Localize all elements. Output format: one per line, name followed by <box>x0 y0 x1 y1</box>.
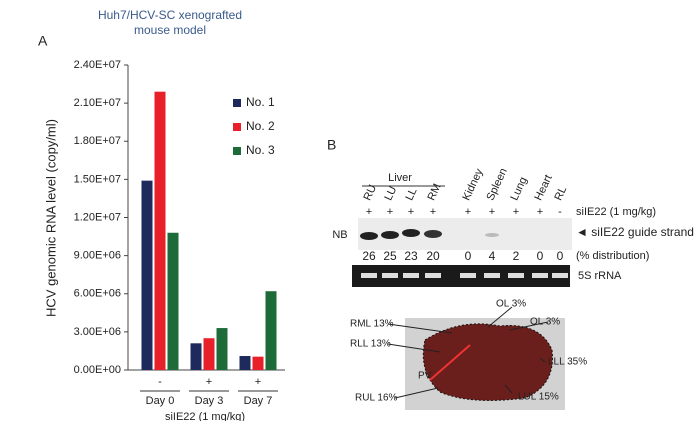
lane-label: LU <box>382 185 399 203</box>
x-tick-label: Day 7 <box>244 395 273 407</box>
photo-label: RLL 13% <box>350 339 391 350</box>
y-tick-label: 1.20E+07 <box>74 211 121 223</box>
photo-label: LUL 15% <box>518 392 559 403</box>
lane-label: RM <box>425 182 443 203</box>
lane-label: Kidney <box>460 166 485 202</box>
lane-treatment: + <box>513 206 519 218</box>
lane-treatment: + <box>537 206 543 218</box>
band <box>402 229 420 237</box>
rrna-band <box>532 273 548 278</box>
bar <box>252 356 264 370</box>
treatment-label: + <box>206 376 212 388</box>
bar <box>265 291 277 370</box>
distribution-value: 0 <box>537 249 544 263</box>
band <box>381 231 399 239</box>
lane-treatment: + <box>465 206 471 218</box>
y-tick-label: 1.50E+07 <box>74 173 121 185</box>
lane-label: Spleen <box>484 166 509 202</box>
band <box>485 233 499 237</box>
y-tick-label: 3.00E+06 <box>74 326 121 338</box>
bar <box>154 91 166 370</box>
legend-swatch <box>233 99 241 107</box>
rrna-band <box>403 273 419 278</box>
distribution-value: 25 <box>383 249 397 263</box>
distribution-value: 20 <box>426 249 440 263</box>
legend-label: No. 1 <box>246 95 275 109</box>
lane-treatment: + <box>430 206 436 218</box>
y-tick-label: 1.80E+07 <box>74 135 121 147</box>
photo-label: PV <box>418 371 432 382</box>
y-axis-label: HCV genomic RNA level (copy/ml) <box>43 119 58 317</box>
bar <box>190 343 202 370</box>
blot-label: NB <box>332 229 347 241</box>
distribution-value: 2 <box>513 249 520 263</box>
x-tick-label: Day 0 <box>146 395 175 407</box>
legend-swatch <box>233 123 241 131</box>
band <box>360 232 378 240</box>
distribution-value: 0 <box>465 249 472 263</box>
rrna-band <box>552 273 568 278</box>
photo-label: OL 3% <box>530 317 560 328</box>
lane-treatment: - <box>558 206 562 218</box>
group-label: Liver <box>388 172 412 184</box>
y-tick-label: 9.00E+06 <box>74 250 121 262</box>
rrna-band <box>361 273 377 278</box>
rrna-band <box>425 273 441 278</box>
y-tick-label: 0.00E+00 <box>74 364 121 376</box>
treatment-label: - <box>158 376 162 388</box>
leader-lines <box>387 306 549 399</box>
bar <box>167 232 179 370</box>
lane-treatment: + <box>408 206 414 218</box>
lane-label: LL <box>403 186 419 202</box>
y-tick-label: 2.40E+07 <box>74 59 121 71</box>
lane-treatment: + <box>489 206 495 218</box>
x-tick-label: Day 3 <box>195 395 224 407</box>
lane-label: Lung <box>508 175 529 202</box>
band <box>424 230 442 238</box>
legend-swatch <box>233 147 241 155</box>
rrna-band <box>460 273 476 278</box>
treatment-label: siIE22 (1 mg/kg) <box>576 206 656 218</box>
photo-label: RUL 16% <box>355 393 398 404</box>
x-axis-label: siIE22 (1 mg/kg) <box>165 411 245 421</box>
photo-label: OL 3% <box>496 299 526 310</box>
liver <box>422 323 553 401</box>
treatment-label: + <box>255 376 261 388</box>
rrna-band <box>508 273 524 278</box>
distribution-value: 23 <box>404 249 418 263</box>
title-box: Huh7/HCV-SC xenografted mouse model <box>97 8 243 37</box>
control-label: 5S rRNA <box>578 270 622 282</box>
panel-label: A <box>38 33 48 49</box>
distribution-value: 26 <box>362 249 376 263</box>
distribution-value: 0 <box>557 249 564 263</box>
y-tick-label: 6.00E+06 <box>74 288 121 300</box>
bar <box>203 338 215 370</box>
photo-label: RML 13% <box>350 319 394 330</box>
photo-label: LLL 35% <box>548 357 587 368</box>
lane-treatment: + <box>387 206 393 218</box>
lane-treatment: + <box>366 206 372 218</box>
distribution-value: 4 <box>489 249 496 263</box>
bar <box>239 356 251 370</box>
legend-label: No. 3 <box>246 143 275 157</box>
bar <box>141 180 153 370</box>
rrna-band <box>382 273 398 278</box>
pv-line <box>429 344 471 381</box>
lane-label: RL <box>552 185 569 203</box>
rrna-band <box>484 273 500 278</box>
band-label: ◄ siIE22 guide strand <box>576 225 694 239</box>
chart-title: Huh7/HCV-SC xenografted mouse model <box>97 8 243 37</box>
legend-label: No. 2 <box>246 119 275 133</box>
lane-label: Heart <box>532 173 554 202</box>
distribution-label: (% distribution) <box>576 250 649 262</box>
y-tick-label: 2.10E+07 <box>74 97 121 109</box>
panel-label: B <box>327 137 336 153</box>
bar <box>216 328 228 370</box>
